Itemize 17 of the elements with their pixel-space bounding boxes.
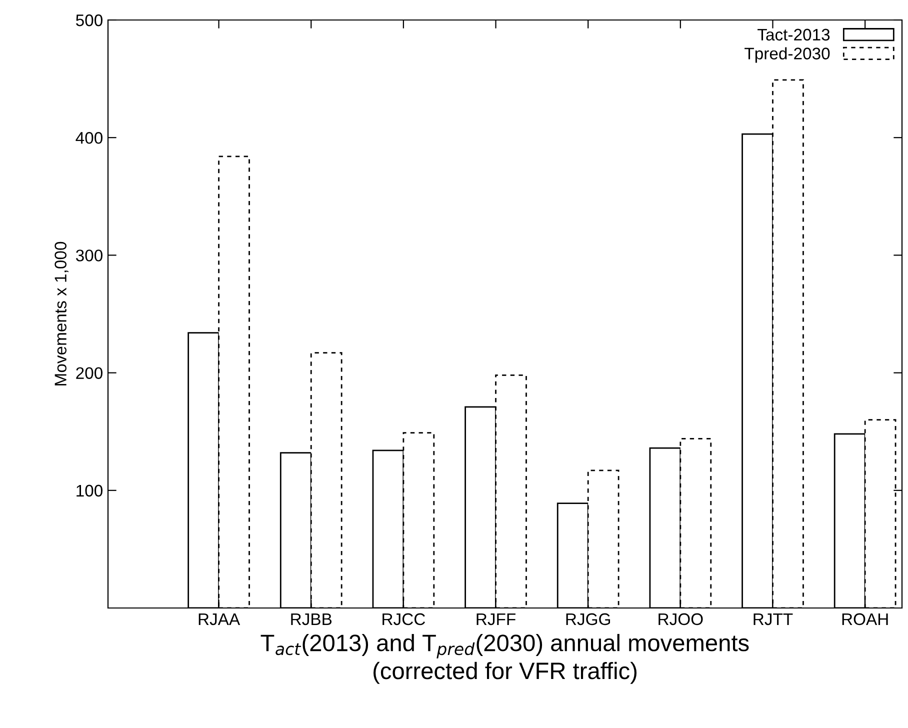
y-tick-label: 100 [76, 484, 102, 497]
x-tick-label: RJGG [566, 613, 610, 626]
y-tick-label: 300 [76, 250, 102, 262]
legend-label: Tact-2013 [758, 28, 830, 41]
y-tick-label: 200 [76, 367, 102, 380]
x-tick-label: RJCC [382, 613, 426, 626]
y-tick-label: 500 [76, 14, 102, 26]
x-tick-label: ROAH [842, 613, 888, 626]
x-tick-label: RJAA [198, 613, 240, 626]
x-tick-label: RJBB [291, 613, 332, 626]
y-axis-title: Movements x 1,000 [54, 242, 68, 386]
x-tick-label: RJOO [658, 613, 703, 626]
x-tick-label: RJTT [754, 613, 793, 626]
x-tick-label: RJFF [476, 613, 516, 626]
x-axis-title: T$_{act}$(2013) and T$_{pred}$(2030) annual movements (corrected for VFR traffic) [260, 634, 749, 684]
legend-label: Tpred-2030 [744, 47, 830, 63]
y-tick-label: 400 [76, 132, 102, 144]
